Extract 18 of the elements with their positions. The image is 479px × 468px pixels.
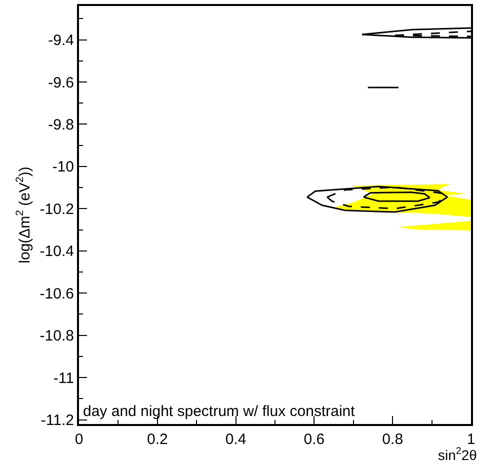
y-tick-label: -9.8 [48, 116, 74, 134]
y-tick-label: -10.8 [40, 328, 74, 345]
x-tick-label: 0.4 [225, 431, 246, 448]
x-axis-title: sin$^{2}$2θ [438, 446, 478, 463]
y-tick-label: -9.4 [48, 32, 74, 50]
y-tick-label: -9.6 [48, 74, 74, 92]
y-tick-label: -11 [53, 370, 74, 387]
y-tick-label: -10.4 [40, 243, 74, 260]
y-tick-label: -10.2 [40, 200, 74, 218]
y-tick-label: -10.6 [40, 285, 74, 302]
x-tick-label: 0.2 [146, 431, 168, 448]
x-tick-label: 0.6 [304, 431, 325, 448]
annotation: day and night spectrum w/ flux constraint [83, 403, 356, 420]
y-tick-label: -10 [52, 158, 74, 176]
x-tick-label: 0 [74, 431, 84, 448]
y-tick-label: -11.2 [40, 412, 74, 430]
x-tick-label: 0.8 [382, 431, 404, 448]
x-tick-label: 1 [466, 431, 476, 448]
